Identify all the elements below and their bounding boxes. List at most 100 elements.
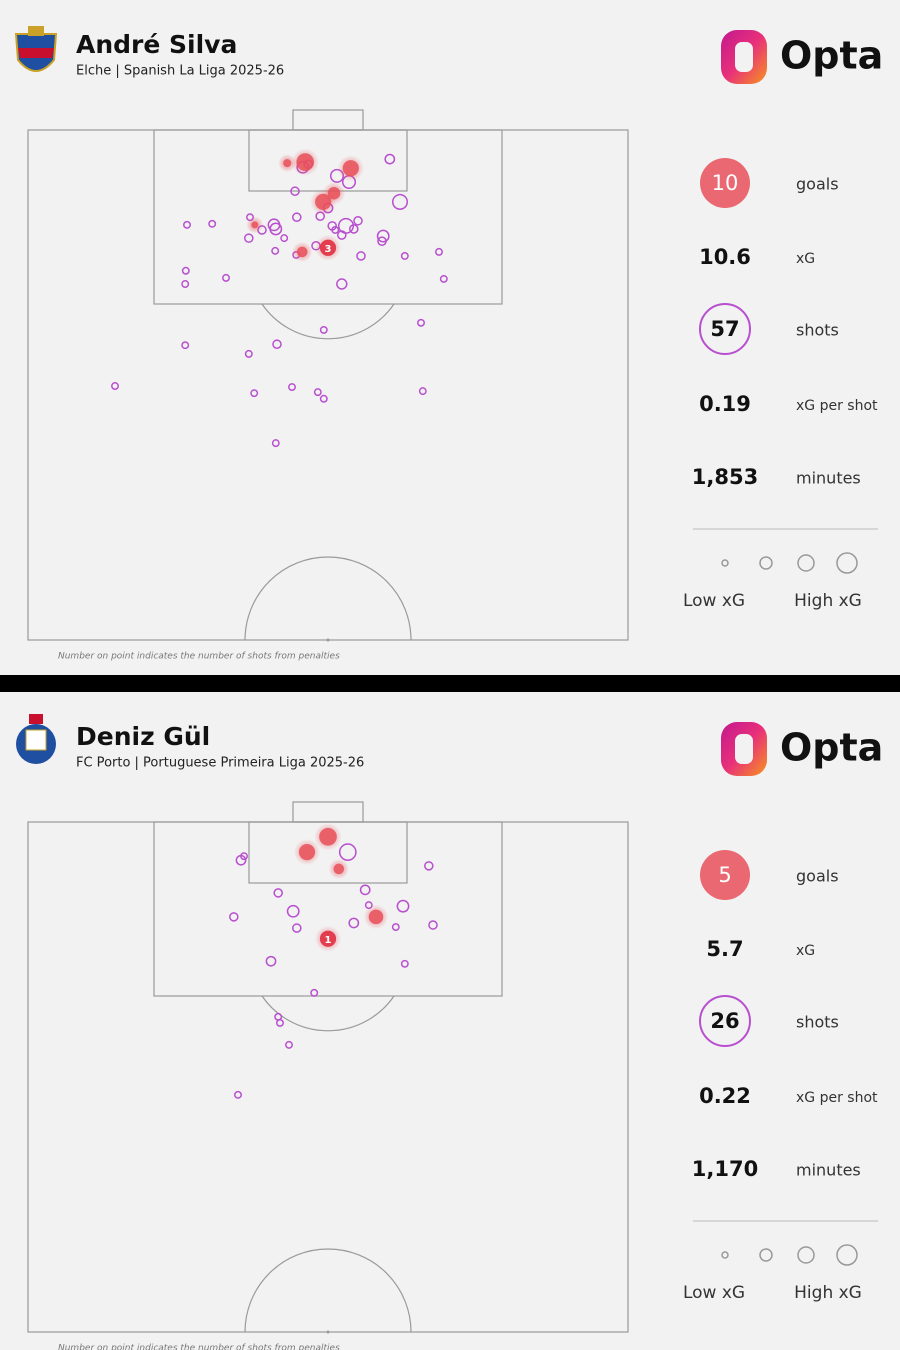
legend-size [759,1248,773,1262]
shot [272,339,282,349]
shot [292,212,302,222]
stat-label: shots [796,321,839,340]
panel: Deniz Gül FC Porto | Portuguese Primeira … [0,692,900,1350]
shot [377,236,387,246]
shot [208,219,217,228]
legend-size [721,559,729,567]
team-league: FC Porto | Portuguese Primeira Liga 2025… [76,756,364,771]
team-league: Elche | Spanish La Liga 2025-26 [76,64,284,79]
shot [290,186,300,196]
penalty-count: 3 [325,244,332,255]
stat-value: 26 [710,1009,739,1033]
penalty-arc [261,303,395,340]
shot [265,955,277,967]
shot [428,920,438,930]
stat-label: xG per shot [796,1090,878,1106]
crest-crown [29,714,43,724]
stat-label: goals [796,175,839,194]
player-name: André Silva [76,30,237,59]
stat-value: 57 [710,317,739,341]
shot [349,224,359,234]
shot [400,959,409,968]
shot [229,912,239,922]
shot [271,246,280,255]
goal-shot [315,193,332,211]
legend-high: High xG [794,591,862,611]
shot [271,439,280,448]
shot [222,273,230,282]
shot [234,1090,242,1099]
stat-value: 0.22 [699,1084,751,1108]
crest-stripe [18,48,54,58]
panel: André Silva Elche | Spanish La Liga 2025-… [0,0,900,675]
shot [181,266,190,275]
shot [384,153,396,165]
penalty-count: 1 [325,935,332,946]
goal-shot [319,827,337,846]
shot [280,234,289,243]
brand-icon-inner [735,734,753,764]
legend-high: High xG [794,1283,862,1303]
six-yard-box [248,821,408,884]
shot [292,923,302,933]
goals-badge [700,850,750,900]
shot [319,394,328,403]
goal-shot [333,863,345,875]
legend-size [836,552,858,574]
legend-size [721,1251,729,1259]
goal-shot [368,909,384,925]
stat-value: 10.6 [699,245,751,269]
brand-icon-inner [735,42,753,72]
shot [376,229,390,243]
shot [391,193,409,210]
shot [181,341,190,350]
shot [331,225,340,234]
shot [250,389,259,398]
legend-size [797,1246,815,1264]
footnote: Number on point indicates the number of … [58,1344,340,1350]
shot [288,383,296,392]
centre-spot [326,638,330,642]
stat-value: 0.19 [699,392,751,416]
shot [240,852,248,861]
crest-shield [25,729,47,751]
stat-value: 5 [718,863,731,887]
shot [353,215,363,226]
shot [276,1018,284,1027]
shot [348,917,360,929]
stat-label: minutes [796,1161,861,1180]
footnote: Number on point indicates the number of … [58,652,340,662]
brand-name: Opta [780,726,883,770]
goal-shot [251,221,259,229]
shot [313,388,322,397]
shot [336,278,348,290]
stat-value: 5.7 [706,937,743,961]
goal-shot [298,843,316,861]
shot [424,861,434,871]
shot [286,904,300,918]
goal-shot [319,930,337,947]
shot [356,251,366,261]
shot [310,988,319,997]
stat-value: 10 [712,171,739,195]
panel-background [0,0,900,675]
shot [269,222,283,236]
crest-castle [28,26,44,36]
goal-shot [342,160,359,177]
club-crest [14,26,58,72]
stat-value: 1,170 [692,1157,758,1181]
goal-shot [283,159,292,168]
shot [319,325,328,334]
legend-size [759,556,773,570]
shot [417,318,425,327]
brand-name: Opta [780,34,883,78]
stat-label: shots [796,1013,839,1032]
shot [181,280,190,288]
stat-label: xG [796,943,815,959]
panel-background [0,692,900,1350]
stat-label: minutes [796,469,861,488]
legend-low: Low xG [683,591,745,611]
shot [244,349,253,358]
